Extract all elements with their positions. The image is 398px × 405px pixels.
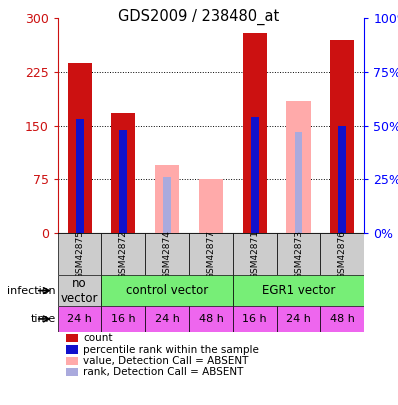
Bar bbox=[251, 117, 259, 233]
Text: 48 h: 48 h bbox=[199, 314, 223, 324]
Text: GSM42877: GSM42877 bbox=[207, 230, 215, 279]
Bar bbox=[76, 119, 84, 233]
Bar bbox=[330, 40, 354, 233]
Text: 16 h: 16 h bbox=[242, 314, 267, 324]
Bar bbox=[277, 306, 320, 332]
Text: no
vector: no vector bbox=[61, 277, 98, 305]
Bar bbox=[233, 275, 364, 306]
Text: GSM42871: GSM42871 bbox=[250, 230, 259, 279]
Text: rank, Detection Call = ABSENT: rank, Detection Call = ABSENT bbox=[83, 367, 244, 377]
Bar bbox=[101, 233, 145, 275]
Text: 24 h: 24 h bbox=[155, 314, 179, 324]
Text: 24 h: 24 h bbox=[286, 314, 311, 324]
Bar bbox=[163, 177, 171, 233]
Text: 24 h: 24 h bbox=[67, 314, 92, 324]
Bar bbox=[287, 100, 310, 233]
Bar bbox=[101, 306, 145, 332]
Text: 48 h: 48 h bbox=[330, 314, 355, 324]
Text: count: count bbox=[83, 333, 113, 343]
Bar bbox=[119, 130, 127, 233]
Bar bbox=[145, 233, 189, 275]
Bar bbox=[101, 275, 233, 306]
Text: GSM42873: GSM42873 bbox=[294, 230, 303, 279]
Bar bbox=[145, 306, 189, 332]
Text: 16 h: 16 h bbox=[111, 314, 136, 324]
Bar bbox=[68, 63, 92, 233]
Text: infection: infection bbox=[7, 286, 56, 296]
Bar bbox=[155, 165, 179, 233]
Bar bbox=[243, 32, 267, 233]
Text: GSM42872: GSM42872 bbox=[119, 230, 128, 279]
Bar bbox=[58, 275, 101, 306]
Bar bbox=[338, 126, 346, 233]
Text: GSM42875: GSM42875 bbox=[75, 230, 84, 279]
Bar bbox=[189, 306, 233, 332]
Text: value, Detection Call = ABSENT: value, Detection Call = ABSENT bbox=[83, 356, 249, 366]
Bar bbox=[320, 233, 364, 275]
Bar bbox=[189, 233, 233, 275]
Bar bbox=[320, 306, 364, 332]
Text: GSM42876: GSM42876 bbox=[338, 230, 347, 279]
Bar bbox=[233, 306, 277, 332]
Text: control vector: control vector bbox=[126, 284, 208, 297]
Bar bbox=[111, 113, 135, 233]
Bar bbox=[199, 179, 223, 233]
Bar bbox=[233, 233, 277, 275]
Bar bbox=[295, 132, 302, 233]
Text: EGR1 vector: EGR1 vector bbox=[262, 284, 335, 297]
Text: time: time bbox=[31, 314, 56, 324]
Text: percentile rank within the sample: percentile rank within the sample bbox=[83, 345, 259, 354]
Bar bbox=[277, 233, 320, 275]
Text: GDS2009 / 238480_at: GDS2009 / 238480_at bbox=[118, 9, 280, 25]
Text: GSM42874: GSM42874 bbox=[163, 230, 172, 279]
Bar bbox=[58, 233, 101, 275]
Bar bbox=[58, 306, 101, 332]
